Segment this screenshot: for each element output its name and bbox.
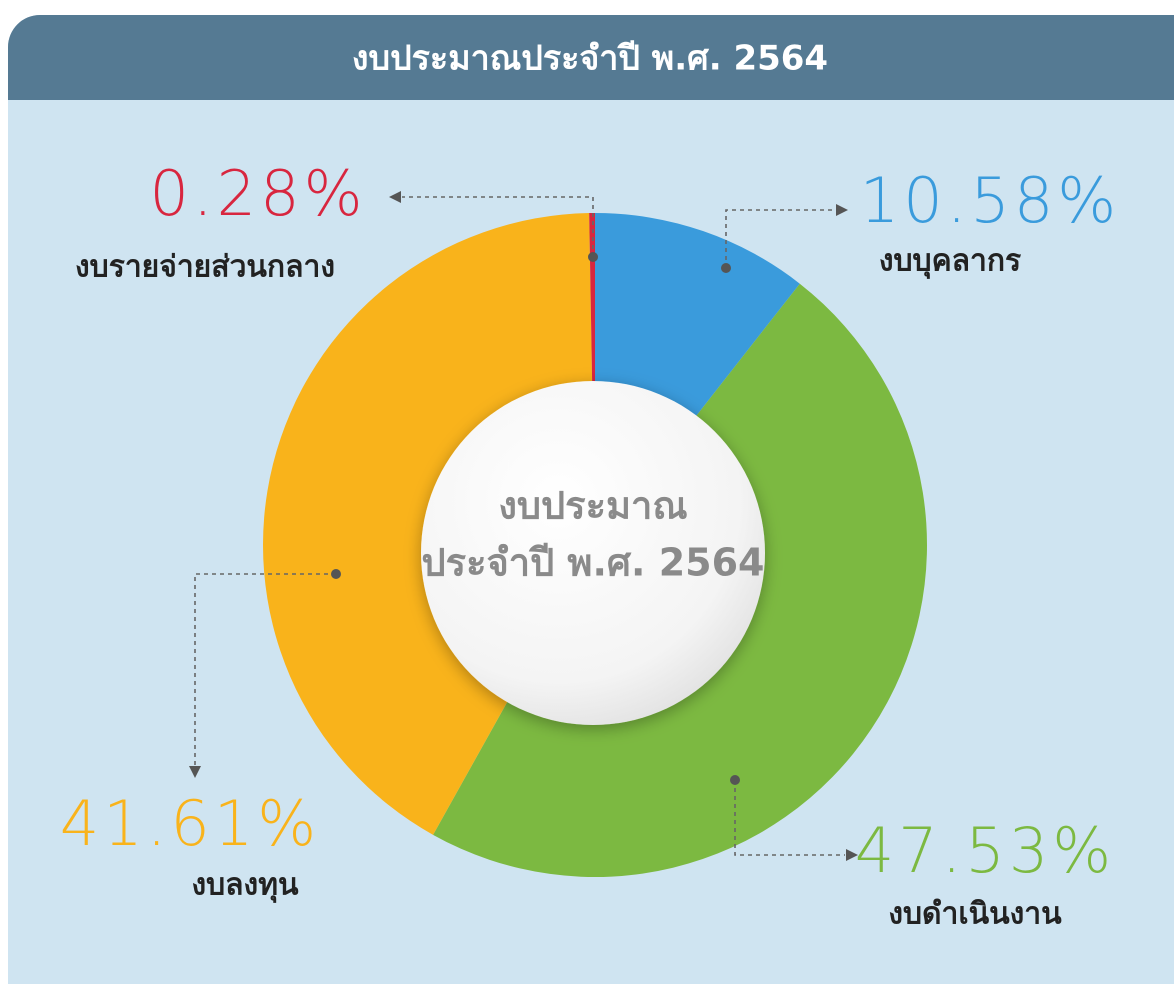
center-text: ประจำปี พ.ศ. 2564 <box>422 541 765 585</box>
leader-line <box>725 209 835 268</box>
category-label: งบลงทุน <box>191 868 298 904</box>
header-bar <box>8 15 1174 100</box>
slice <box>433 283 928 877</box>
arrow <box>189 766 201 778</box>
arrow <box>389 191 401 203</box>
category-label: งบรายจ่ายส่วนกลาง <box>75 250 335 285</box>
dot <box>730 775 740 785</box>
value-label: 47.53% <box>855 814 1115 887</box>
leader-line <box>402 196 594 257</box>
center-text: งบประมาณ <box>498 484 687 528</box>
arrow <box>836 204 848 216</box>
slice <box>595 213 800 420</box>
dot <box>588 252 598 262</box>
value-label: 0.28% <box>150 157 367 230</box>
category-label: งบดำเนินงาน <box>888 897 1062 932</box>
leaders <box>189 191 858 861</box>
hub <box>421 381 765 725</box>
dot <box>331 569 341 579</box>
title: งบประมาณประจำปี พ.ศ. 2564 <box>352 39 828 79</box>
value-label: 10.58% <box>860 164 1120 237</box>
arrow <box>846 849 858 861</box>
dot <box>721 263 731 273</box>
value-label: 41.61% <box>60 787 320 860</box>
leader-line <box>734 780 845 856</box>
category-label: งบบุคลากร <box>879 244 1021 280</box>
